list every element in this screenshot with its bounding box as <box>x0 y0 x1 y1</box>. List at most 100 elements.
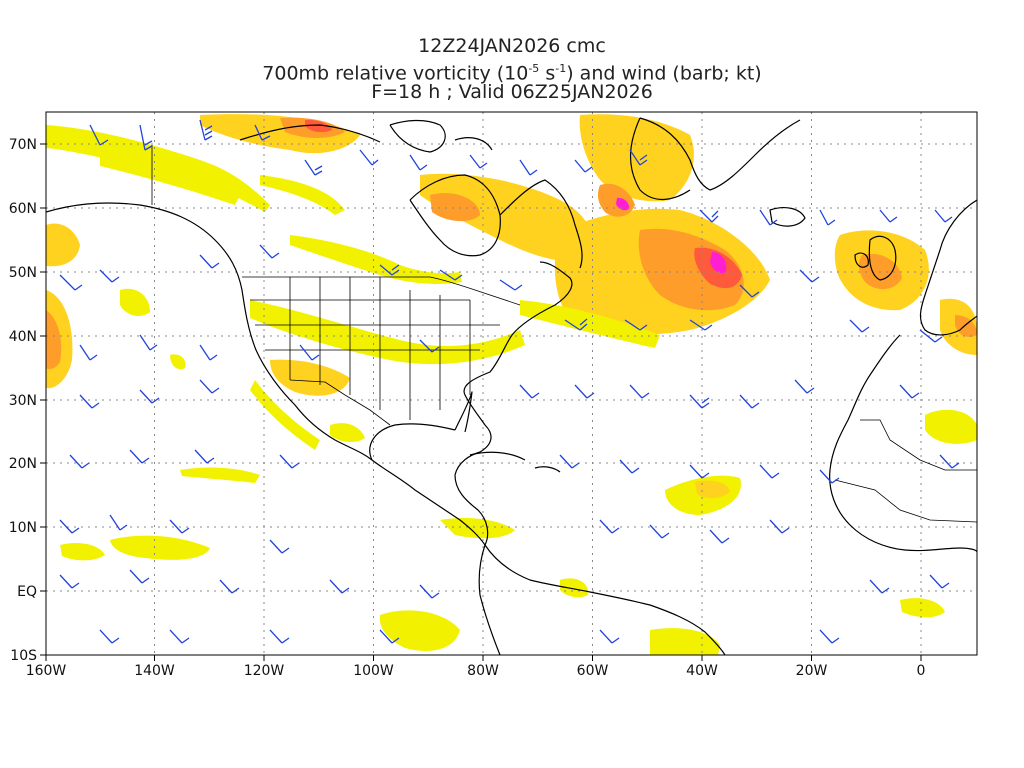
lon-label: 60W <box>577 663 609 679</box>
wind-barb <box>139 389 160 404</box>
vort-max-greenland-south <box>616 197 630 211</box>
wind-barb <box>59 519 80 534</box>
wind-barb <box>99 629 120 644</box>
wind-barb <box>379 629 400 644</box>
wind-barb <box>329 579 350 594</box>
lat-axis-labels: 70N 60N 50N 40N 30N 20N 10N EQ 10S <box>9 137 37 664</box>
coast-arctic-islands <box>239 119 493 153</box>
wind-barb <box>819 209 836 226</box>
vort-core-north-atlantic <box>638 228 744 311</box>
map-plot-area <box>46 112 977 655</box>
wind-barb <box>109 514 128 531</box>
wind-barb <box>759 209 778 226</box>
wind-barb <box>129 569 150 584</box>
wind-barb <box>519 159 538 176</box>
wind-barb <box>439 269 463 281</box>
wind-barb <box>304 159 323 176</box>
wind-barb <box>879 209 898 223</box>
wind-barb <box>59 274 83 291</box>
lat-label: 10S <box>10 648 37 664</box>
lat-label: 70N <box>9 137 37 153</box>
wind-barb <box>759 464 780 479</box>
wind-barb <box>559 454 580 469</box>
vort-patch-pacific-30n <box>120 288 150 316</box>
border-us-states-v <box>289 277 471 420</box>
coast-hudson-bay <box>409 174 501 257</box>
wind-barb <box>419 584 440 599</box>
map-title-valid: F=18 h ; Valid 06Z25JAN2026 <box>371 81 653 103</box>
wind-barb <box>279 454 300 469</box>
title-exp-2: -1 <box>555 62 567 75</box>
vort-max-north-atlantic <box>710 252 727 274</box>
wind-barb <box>574 159 593 173</box>
wind-barb <box>99 269 120 283</box>
wind-barb <box>799 269 820 283</box>
title-field-prefix: 700mb relative vorticity (10 <box>262 62 529 85</box>
vort-area-gulf-alaska <box>46 223 80 267</box>
wind-barb <box>259 244 280 259</box>
wind-barb <box>194 449 215 464</box>
wind-barb <box>199 254 220 269</box>
coast-iceland <box>769 207 806 227</box>
border-us-states-h1 <box>250 299 500 351</box>
wind-barb <box>819 629 840 644</box>
vort-band-hudson <box>260 175 345 215</box>
wind-barb <box>689 464 710 479</box>
wind-barb <box>739 394 760 409</box>
wind-barb <box>254 124 271 141</box>
lon-label: 160W <box>26 663 67 679</box>
wind-barbs <box>59 119 960 644</box>
wind-barb <box>199 119 213 141</box>
wind-barb <box>619 459 640 474</box>
lat-label: 10N <box>9 520 37 536</box>
vort-patch-sa-south <box>650 628 720 655</box>
lat-label: EQ <box>17 584 37 600</box>
wind-barb <box>379 264 400 276</box>
vort-patch-hawaii <box>170 354 186 370</box>
wind-barb <box>499 279 523 291</box>
wind-barb <box>419 339 440 353</box>
graticule <box>46 112 977 655</box>
wind-barb <box>409 154 428 171</box>
wind-barb <box>689 319 713 331</box>
coast-europe <box>919 199 977 336</box>
vort-patch-east-pacific-2 <box>60 543 105 561</box>
coast-gulf-of-mexico <box>369 423 456 461</box>
lat-label: 50N <box>9 265 37 281</box>
wind-barb <box>219 579 240 594</box>
lon-label: 40W <box>686 663 718 679</box>
lon-label: 0 <box>917 663 926 679</box>
lat-label: 30N <box>9 393 37 409</box>
wind-barb <box>899 384 920 399</box>
wind-barb <box>89 124 109 146</box>
vort-band-atlantic-mid <box>520 300 660 348</box>
wind-barb <box>269 629 290 644</box>
coast-north-america-east <box>454 261 573 546</box>
wind-barb <box>519 384 540 399</box>
vort-core-iberia <box>955 315 977 337</box>
wind-barb <box>929 574 950 589</box>
border-africa-west <box>834 419 977 523</box>
coast-florida <box>454 391 473 433</box>
vort-patch-south-pacific <box>379 610 460 651</box>
map-title-run: 12Z24JAN2026 cmc <box>418 35 606 57</box>
lon-label: 80W <box>467 663 499 679</box>
wind-barb <box>59 574 80 589</box>
wind-barb <box>629 149 648 166</box>
lat-label: 20N <box>9 456 37 472</box>
wind-barb <box>599 519 620 534</box>
wind-barb <box>269 539 290 554</box>
wind-barb <box>934 209 953 223</box>
wind-barb <box>699 209 719 223</box>
coast-caribbean-cuba <box>469 451 561 473</box>
wind-barb <box>649 524 670 539</box>
lat-label: 60N <box>9 201 37 217</box>
wind-barb <box>794 379 815 394</box>
political-borders <box>151 145 977 523</box>
coast-greenland <box>629 117 801 200</box>
wind-barb <box>139 124 153 151</box>
wind-barb <box>869 579 890 594</box>
title-field-suffix: ) and wind (barb; kt) <box>566 62 762 85</box>
vort-max-baffin <box>305 119 332 133</box>
